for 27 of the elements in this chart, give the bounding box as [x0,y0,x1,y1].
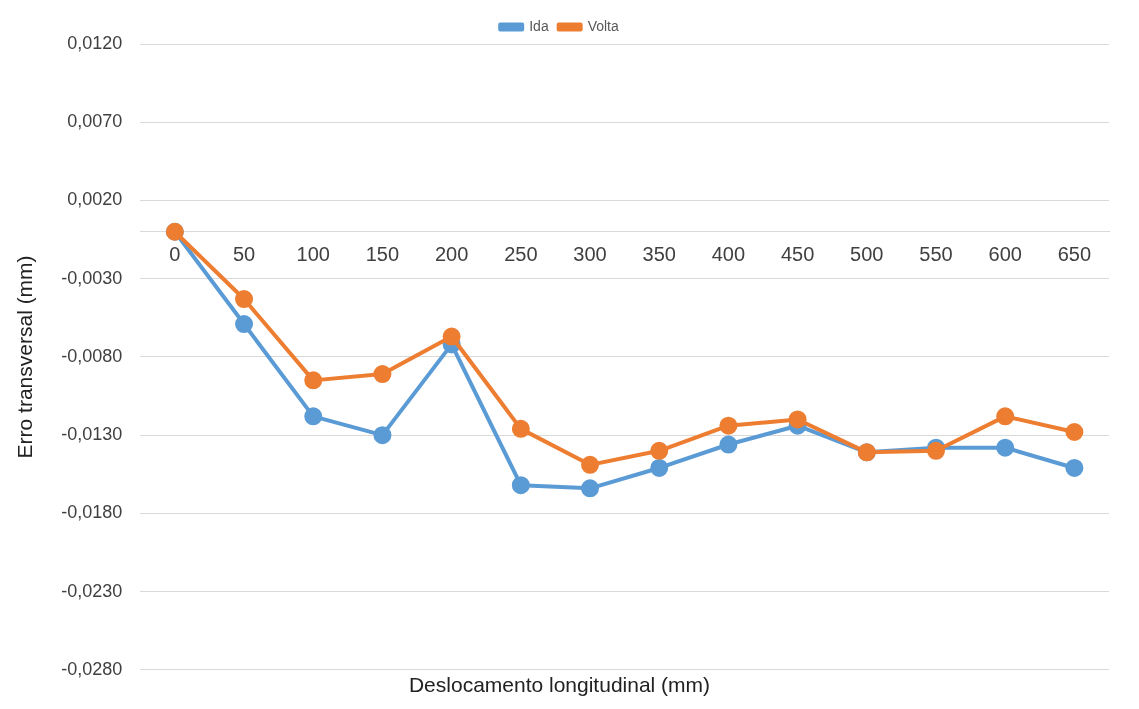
y-tick-label: 0,0020 [67,189,123,210]
x-tick-label: 650 [1057,243,1092,266]
y-tick-label: -0,0130 [61,424,123,445]
x-tick-label: 300 [573,243,607,266]
x-axis-title: Deslocamento longitudinal (mm) [408,673,711,697]
y-tick-label: -0,0280 [61,658,123,679]
y-axis-title: Erro transversal (mm) [13,255,37,459]
x-tick-label: 0 [169,243,181,266]
x-tick-label: 50 [232,243,256,266]
x-tick-label: 500 [850,243,884,266]
x-tick-label: 450 [780,243,815,266]
x-tick-label: 200 [434,243,469,266]
y-tick-label: -0,0230 [61,580,123,601]
y-tick-label: 0,0120 [67,32,123,53]
legend-label: Volta [587,17,620,34]
y-tick-label: -0,0180 [61,502,123,523]
x-tick-label: 550 [919,243,953,266]
legend-label: Ida [529,17,549,34]
x-tick-label: 100 [296,243,330,266]
x-tick-label: 250 [504,243,538,266]
x-tick-label: 400 [711,243,746,266]
x-tick-label: 350 [642,243,676,266]
x-tick-label: 150 [365,243,400,266]
y-tick-label: -0,0030 [61,267,123,288]
y-tick-label: -0,0080 [61,345,123,366]
y-tick-label: 0,0070 [67,111,123,132]
x-tick-label: 600 [988,243,1022,266]
